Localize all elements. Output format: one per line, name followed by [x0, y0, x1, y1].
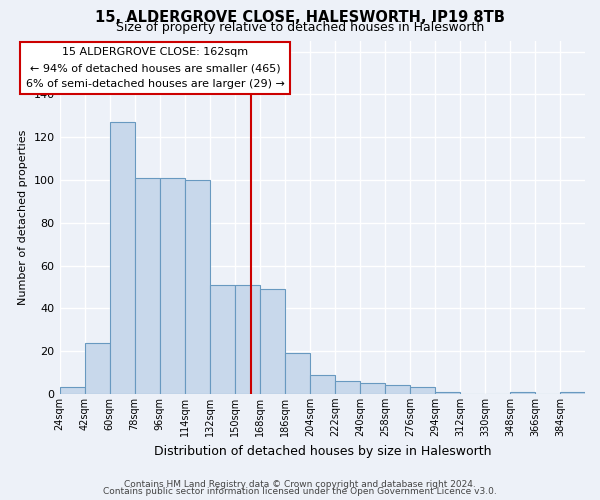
Bar [435, 392, 460, 394]
Bar [335, 381, 360, 394]
Text: Contains public sector information licensed under the Open Government Licence v3: Contains public sector information licen… [103, 487, 497, 496]
Bar [285, 354, 310, 394]
Text: Contains HM Land Registry data © Crown copyright and database right 2024.: Contains HM Land Registry data © Crown c… [124, 480, 476, 489]
Bar [209, 285, 235, 394]
Bar [160, 178, 185, 394]
Text: 15 ALDERGROVE CLOSE: 162sqm
← 94% of detached houses are smaller (465)
6% of sem: 15 ALDERGROVE CLOSE: 162sqm ← 94% of det… [26, 48, 285, 88]
Bar [385, 386, 410, 394]
Bar [260, 289, 285, 394]
Bar [110, 122, 134, 394]
X-axis label: Distribution of detached houses by size in Halesworth: Distribution of detached houses by size … [154, 444, 491, 458]
Bar [235, 285, 260, 394]
Bar [85, 342, 110, 394]
Bar [310, 374, 335, 394]
Bar [410, 388, 435, 394]
Bar [560, 392, 585, 394]
Bar [134, 178, 160, 394]
Text: 15, ALDERGROVE CLOSE, HALESWORTH, IP19 8TB: 15, ALDERGROVE CLOSE, HALESWORTH, IP19 8… [95, 10, 505, 25]
Y-axis label: Number of detached properties: Number of detached properties [18, 130, 28, 305]
Bar [59, 388, 85, 394]
Bar [185, 180, 209, 394]
Text: Size of property relative to detached houses in Halesworth: Size of property relative to detached ho… [116, 22, 484, 35]
Bar [360, 383, 385, 394]
Bar [510, 392, 535, 394]
